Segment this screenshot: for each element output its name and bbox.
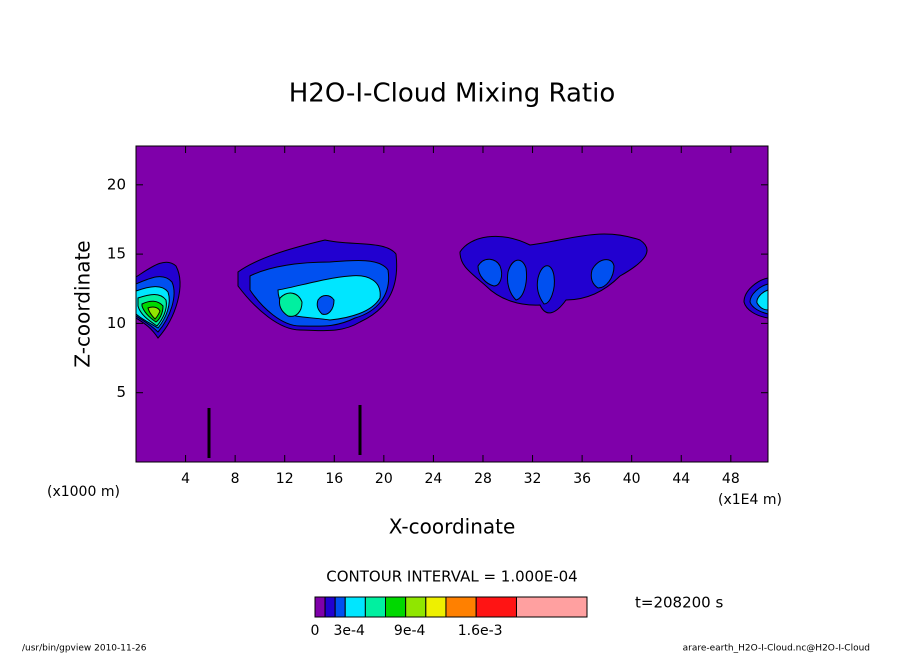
contour-region [279, 292, 303, 317]
chart-title: H2O-I-Cloud Mixing Ratio [289, 79, 616, 109]
x-tick-label: 12 [276, 471, 294, 487]
x-tick-label: 44 [672, 471, 690, 487]
colorbar-segment [405, 596, 427, 618]
x-tick-label: 16 [325, 471, 343, 487]
contour-region [590, 259, 615, 289]
colorbar-label: 1.6e-3 [458, 623, 503, 639]
colorbar-segment [324, 596, 336, 618]
colorbar-segment [425, 596, 447, 618]
x-unit-label: (x1000 m) [47, 484, 120, 500]
colorbar-segment [385, 596, 407, 618]
x-tick-label: 24 [424, 471, 442, 487]
y-tick-label: 10 [107, 314, 126, 332]
footer: arare-earth_H2O-I-Cloud.nc@H2O-I-Cloud [683, 644, 870, 654]
colorbar-segment [445, 596, 477, 618]
plot-background [136, 146, 768, 462]
contour-region [507, 259, 527, 301]
x-tick-label: 28 [474, 471, 492, 487]
x-unit-label: (x1E4 m) [718, 492, 782, 508]
colorbar-label: 0 [311, 623, 320, 639]
footer: /usr/bin/gpview 2010-11-26 [22, 644, 147, 654]
colorbar-segment [515, 596, 588, 618]
x-tick-label: 20 [375, 471, 393, 487]
plot-frame [135, 145, 769, 463]
colorbar-segment [344, 596, 366, 618]
x-tick-label: 8 [231, 471, 240, 487]
contour-field [135, 233, 769, 458]
y-tick-label: 20 [107, 175, 126, 193]
colorbar-segment [314, 596, 326, 618]
x-tick-label: 4 [181, 471, 190, 487]
colorbar-label: 3e-4 [333, 623, 365, 639]
contour-region [477, 258, 503, 287]
colorbar-label: 9e-4 [394, 623, 426, 639]
contour-region [316, 295, 335, 315]
colorbar-segment [334, 596, 346, 618]
x-tick-label: 48 [722, 471, 740, 487]
x-axis-title: X-coordinate [389, 515, 516, 539]
y-tick-label: 15 [107, 245, 126, 263]
x-tick-label: 32 [524, 471, 542, 487]
x-tick-label: 36 [573, 471, 591, 487]
contour-region [147, 306, 161, 320]
time-label: t=208200 s [635, 594, 723, 612]
contour-region [756, 289, 769, 311]
colorbar-segment [364, 596, 387, 618]
contour-interval: CONTOUR INTERVAL = 1.000E-04 [326, 568, 577, 586]
plot-area [135, 145, 769, 463]
colorbar-segment [475, 596, 517, 618]
contour-region [536, 265, 555, 305]
y-axis-title: Z-coordinate [71, 240, 95, 367]
x-tick-label: 40 [623, 471, 641, 487]
y-tick-label: 5 [116, 383, 126, 401]
